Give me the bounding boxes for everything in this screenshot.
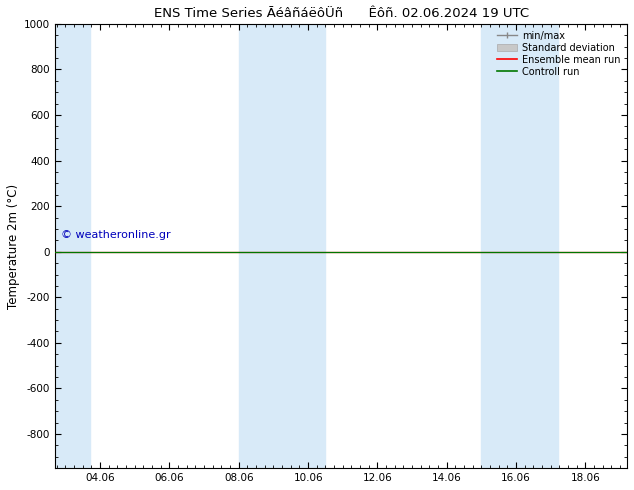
Text: © weatheronline.gr: © weatheronline.gr (61, 230, 171, 241)
Bar (516, 24, 558, 468)
Bar (55, 24, 90, 468)
Bar (273, 24, 325, 468)
Y-axis label: Temperature 2m (°C): Temperature 2m (°C) (7, 183, 20, 309)
Bar (481, 24, 516, 468)
Legend: min/max, Standard deviation, Ensemble mean run, Controll run: min/max, Standard deviation, Ensemble me… (496, 29, 622, 78)
Bar (239, 24, 273, 468)
Title: ENS Time Series ĀéâñáëôÜñ      Êôñ. 02.06.2024 19 UTC: ENS Time Series ĀéâñáëôÜñ Êôñ. 02.06.202… (153, 7, 529, 20)
